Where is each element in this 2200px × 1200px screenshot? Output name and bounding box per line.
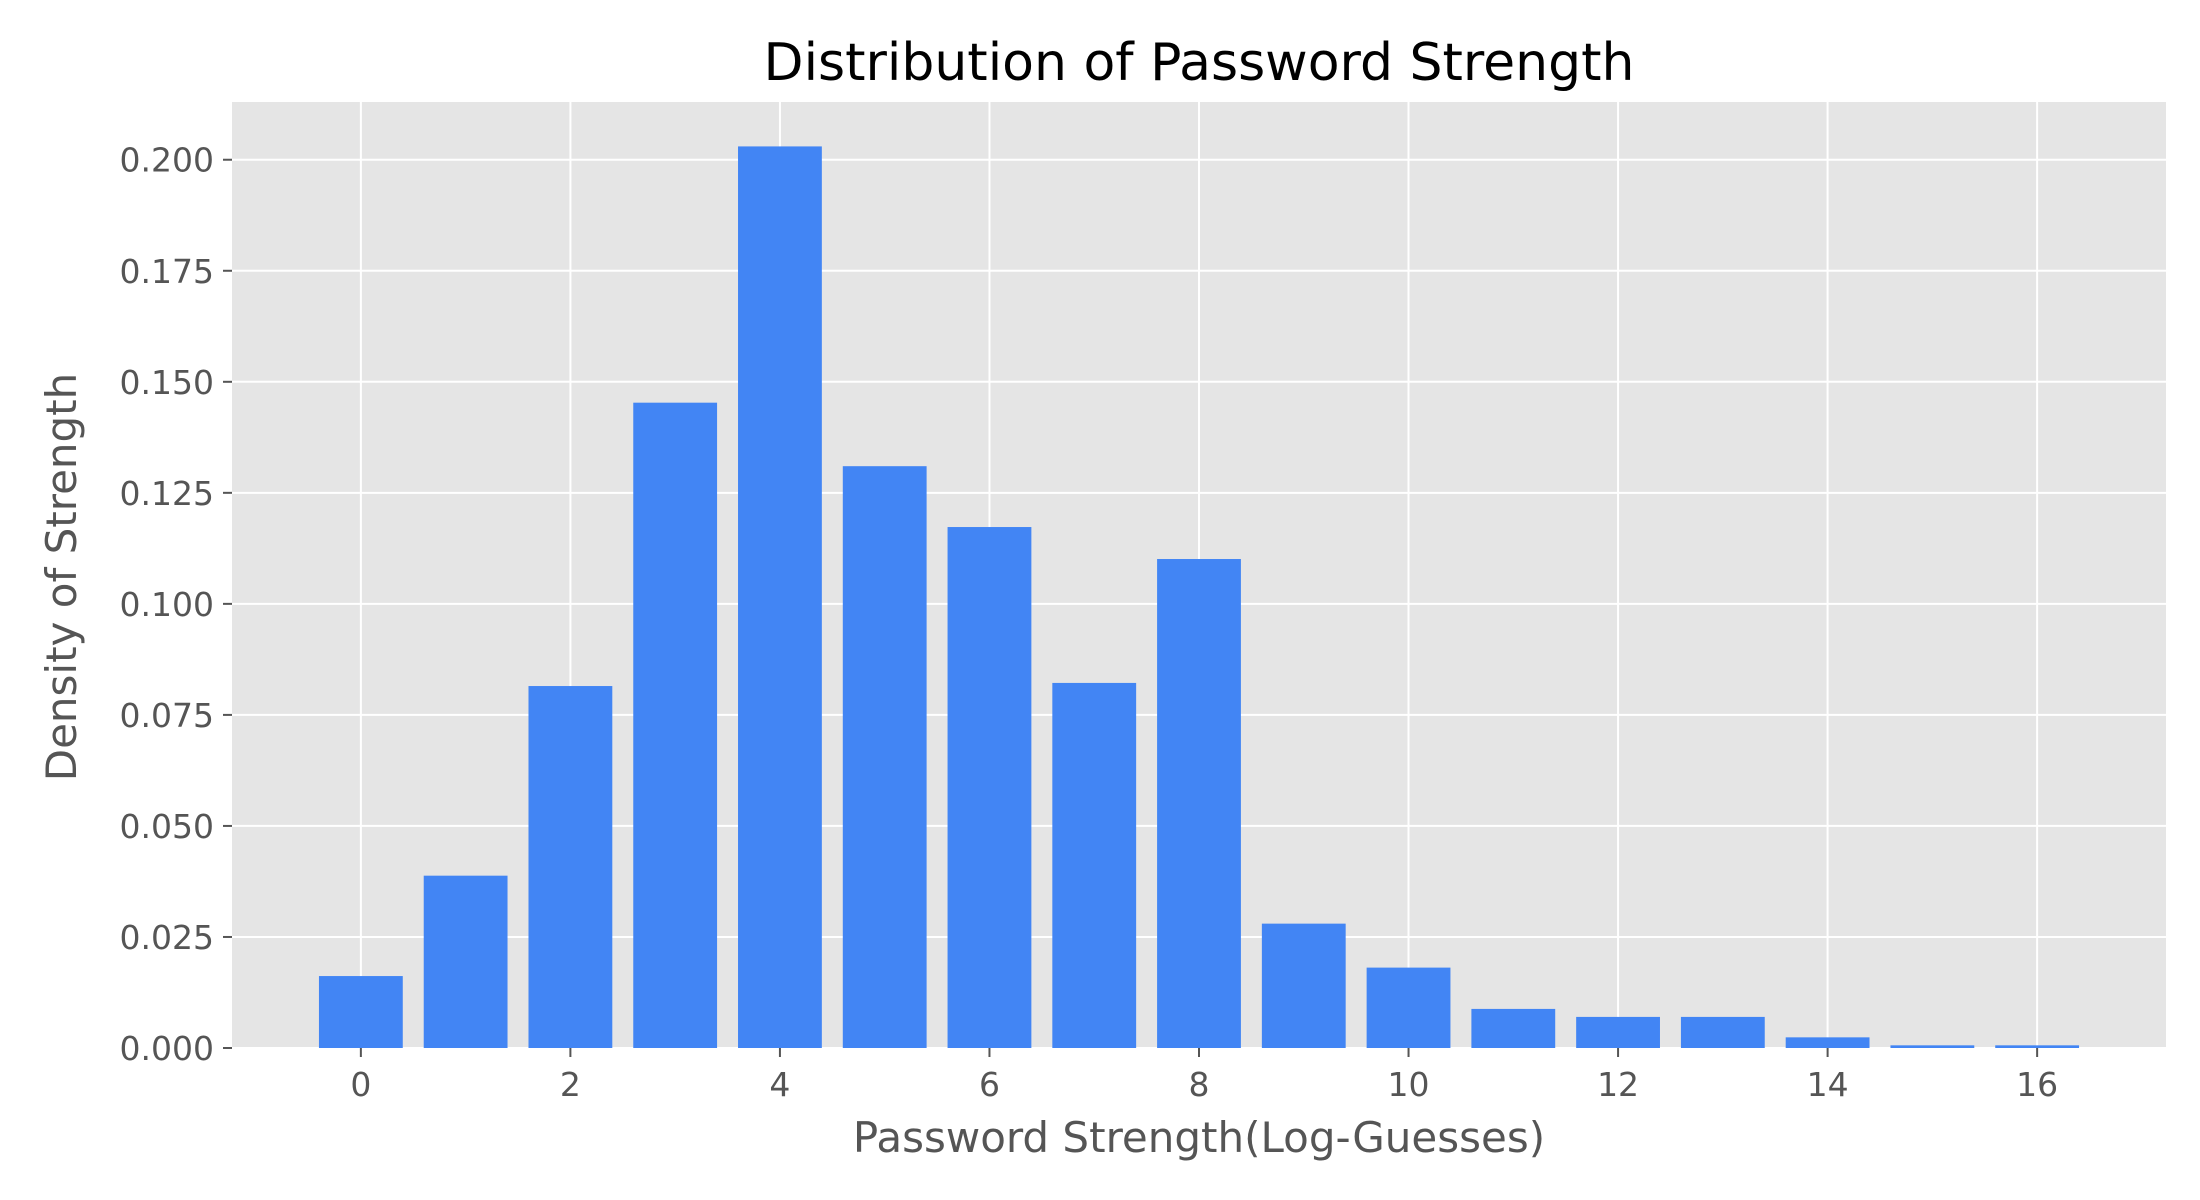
bar — [423, 875, 508, 1048]
y-axis-ticks: 0.000 0.025 0.050 0.075 0.100 0.125 0.150 0.175… — [120, 141, 232, 1068]
y-tick-label: 0.125 — [120, 474, 214, 513]
y-tick-label: 0.100 — [120, 585, 214, 624]
bar — [633, 402, 718, 1048]
bar — [1471, 1008, 1556, 1048]
bar — [1680, 1016, 1765, 1048]
bar — [738, 146, 822, 1048]
bars — [318, 146, 2080, 1048]
y-axis-title: Density of Strength — [37, 373, 86, 782]
x-tick-label: 4 — [769, 1065, 790, 1104]
x-tick-label: 12 — [1597, 1065, 1639, 1104]
x-tick-label: 10 — [1388, 1065, 1430, 1104]
bar — [947, 527, 1032, 1048]
y-tick-label: 0.175 — [120, 252, 214, 291]
bar — [1052, 682, 1137, 1048]
x-tick-label: 16 — [2016, 1065, 2058, 1104]
x-tick-label: 6 — [979, 1065, 1000, 1104]
bar — [528, 686, 613, 1048]
bar — [1785, 1037, 1870, 1048]
x-tick-label: 2 — [560, 1065, 581, 1104]
bar — [842, 466, 927, 1048]
x-axis-ticks: 0 2 4 6 8 10 12 14 16 — [350, 1048, 2058, 1104]
x-tick-label: 8 — [1189, 1065, 1210, 1104]
x-tick-label: 0 — [350, 1065, 371, 1104]
y-tick-label: 0.200 — [120, 141, 214, 180]
bar — [1261, 923, 1346, 1048]
bar — [1995, 1045, 2080, 1048]
y-tick-label: 0.000 — [120, 1029, 214, 1068]
bar — [318, 976, 403, 1048]
x-axis-title: Password Strength(Log-Guesses) — [853, 1113, 1545, 1162]
chart-title: Distribution of Password Strength — [764, 33, 1635, 93]
y-tick-label: 0.075 — [120, 696, 214, 735]
bar — [1157, 559, 1241, 1048]
bar — [1890, 1045, 1975, 1048]
y-tick-label: 0.025 — [120, 918, 214, 957]
bar — [1576, 1016, 1660, 1048]
y-tick-label: 0.050 — [120, 807, 214, 846]
x-tick-label: 14 — [1807, 1065, 1849, 1104]
bar — [1366, 967, 1451, 1048]
y-tick-label: 0.150 — [120, 363, 214, 402]
